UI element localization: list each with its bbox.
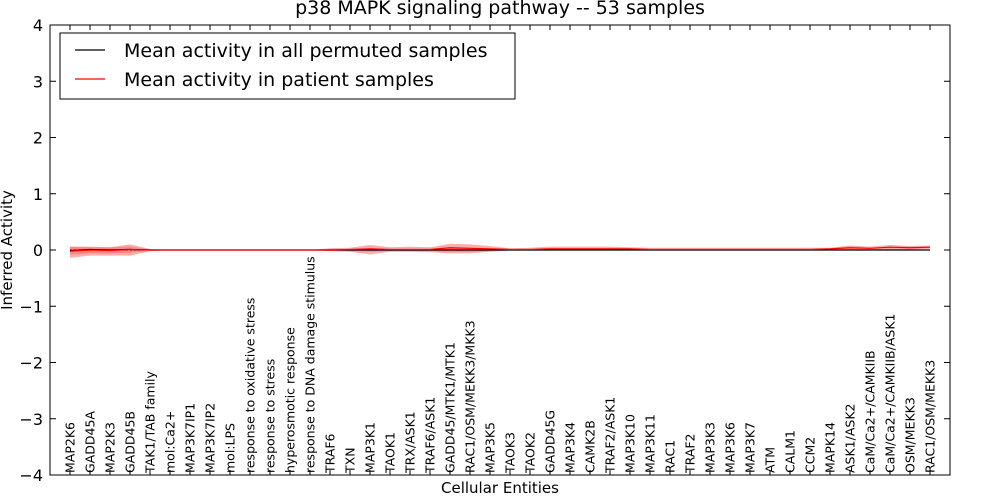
plot-frame [49,24,951,476]
x-tick-label: RAC1/OSM/MEKK3 [923,360,938,473]
x-tick-label: response to stress [263,359,278,473]
x-tick-label: TAOK1 [383,432,398,474]
x-tick-label: MAP3K10 [623,414,638,473]
x-tick-label: MAP3K7IP2 [203,403,218,473]
x-axis: MAP2K6 GADD45A MAP2K3 GADD45B TAK1/TAB famil… [63,25,938,475]
y-tick-label: −3 [19,410,43,429]
confidence-bands [70,243,930,258]
x-tick-label: MAP3K5 [483,422,498,473]
x-axis-label: Cellular Entities [441,479,559,497]
x-tick-label: MAP3K11 [643,414,658,473]
x-tick-label: CCM2 [803,437,818,473]
y-tick-label: 2 [33,129,43,148]
x-tick-label: CALM1 [783,430,798,473]
x-tick-label: MAP3K1 [363,422,378,473]
legend-entry-permuted: Mean activity in all permuted samples [124,40,487,62]
x-tick-label: MAP3K6 [723,422,738,473]
y-tick-label: −4 [19,466,43,485]
legend-box [59,32,516,100]
x-tick-label: MAPK14 [823,422,838,473]
x-tick-label: TAOK2 [523,432,538,474]
x-tick-label: MAP3K4 [563,422,578,473]
x-tick-label: mol:Ca2+ [163,411,178,473]
x-tick-label: TXN [343,447,358,474]
legend-entry-patient: Mean activity in patient samples [124,69,434,91]
x-tick-label: GADD45G [543,410,558,473]
band-patient [70,243,930,258]
y-axis: −4 −3 −2 −1 0 1 2 3 4 [19,16,950,485]
x-tick-label: TAOK3 [503,432,518,474]
x-tick-label: hyperosmotic response [283,327,298,473]
chart-title: p38 MAPK signaling pathway -- 53 samples [295,0,705,19]
y-tick-label: −1 [19,297,43,316]
x-tick-label: ATM [763,447,778,473]
x-tick-label: GADD45A [83,411,98,473]
x-tick-label: MAP3K3 [703,422,718,473]
x-tick-label: mol:LPS [223,423,238,473]
x-tick-label: TRAF6 [323,433,338,474]
x-tick-label: TRAF6/ASK1 [423,397,438,474]
x-tick-label: MAP3K7 [743,422,758,473]
x-tick-label: MAP2K6 [63,422,78,473]
x-tick-label: GADD45/MTK1/MTK1 [443,342,458,473]
x-tick-label: TRAF2/ASK1 [603,397,618,474]
x-tick-label: ASK1/ASK2 [843,404,858,473]
x-tick-label: RAC1 [663,440,678,473]
y-tick-label: 1 [33,185,43,204]
x-tick-label: GADD45B [123,411,138,473]
x-tick-label: TAK1/TAB family [143,370,158,474]
x-tick-label: MAP3K7IP1 [183,403,198,473]
x-tick-label: TRAF2 [683,433,698,474]
y-tick-label: −2 [19,354,43,373]
y-axis-label: Inferred Activity [0,190,16,310]
y-tick-label: 4 [33,16,43,35]
x-tick-label: response to oxidative stress [243,298,258,473]
x-tick-label: response to DNA damage stimulus [303,256,318,473]
y-tick-label: 0 [33,241,43,260]
y-tick-label: 3 [33,72,43,91]
x-tick-label: CaM/Ca2+/CAMKIIB [863,350,878,473]
x-tick-label: TRX/ASK1 [403,411,418,474]
x-tick-label: CAMK2B [583,420,598,473]
legend: Mean activity in all permuted samples Mea… [59,32,516,100]
x-tick-label: OSM/MEKK3 [903,397,918,473]
x-tick-label: CaM/Ca2+/CAMKIIB/ASK1 [883,314,898,473]
series-lines [69,246,931,252]
series-line-patient [69,246,931,252]
x-tick-label: MAP2K3 [103,422,118,473]
x-tick-label: RAC1/OSM/MEKK3/MKK3 [463,320,478,473]
